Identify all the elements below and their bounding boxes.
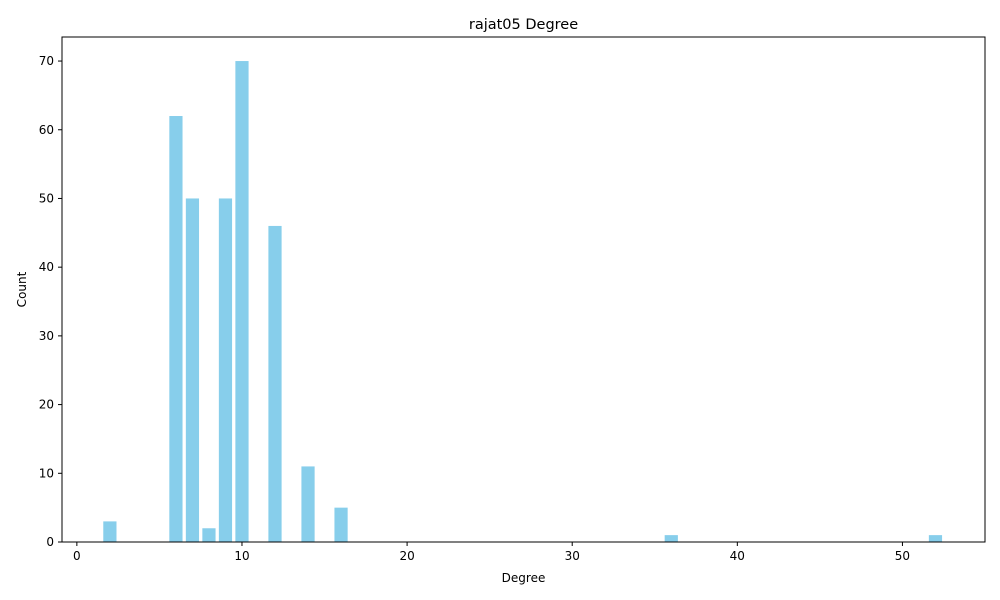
bar-degree-52 bbox=[928, 535, 943, 542]
x-axis-ticks: 0 10 20 30 40 50 bbox=[73, 542, 910, 563]
y-tick-label: 60 bbox=[39, 123, 54, 137]
y-tick-label: 70 bbox=[39, 54, 54, 68]
bar-degree-36 bbox=[664, 535, 678, 542]
y-tick-label: 50 bbox=[39, 191, 54, 205]
x-axis-label: Degree bbox=[502, 571, 546, 585]
y-tick-label: 40 bbox=[39, 260, 54, 274]
bar-degree-8 bbox=[202, 528, 216, 542]
bars-group bbox=[103, 61, 943, 543]
x-tick-label: 50 bbox=[895, 549, 910, 563]
x-tick-label: 20 bbox=[399, 549, 414, 563]
bar-degree-12 bbox=[268, 225, 282, 543]
y-tick-label: 20 bbox=[39, 398, 54, 412]
bar-degree-16 bbox=[334, 507, 348, 542]
chart-title: rajat05 Degree bbox=[469, 17, 578, 33]
plot-area-frame bbox=[61, 36, 986, 543]
y-axis-ticks: 0 10 20 30 40 50 60 70 bbox=[39, 54, 62, 549]
y-tick-label: 0 bbox=[46, 535, 54, 549]
x-tick-label: 0 bbox=[73, 549, 81, 563]
x-tick-label: 40 bbox=[730, 549, 745, 563]
bar-degree-6 bbox=[169, 116, 183, 542]
x-tick-label: 30 bbox=[565, 549, 580, 563]
bar-degree-14 bbox=[301, 466, 315, 542]
bar-degree-10 bbox=[235, 61, 249, 543]
y-tick-label: 10 bbox=[39, 466, 54, 480]
y-tick-label: 30 bbox=[39, 329, 54, 343]
x-tick-label: 10 bbox=[234, 549, 249, 563]
y-axis-label: Count bbox=[15, 271, 29, 307]
bar-degree-2 bbox=[103, 521, 117, 542]
bar-degree-9 bbox=[218, 198, 233, 542]
bar-degree-7 bbox=[185, 198, 200, 542]
